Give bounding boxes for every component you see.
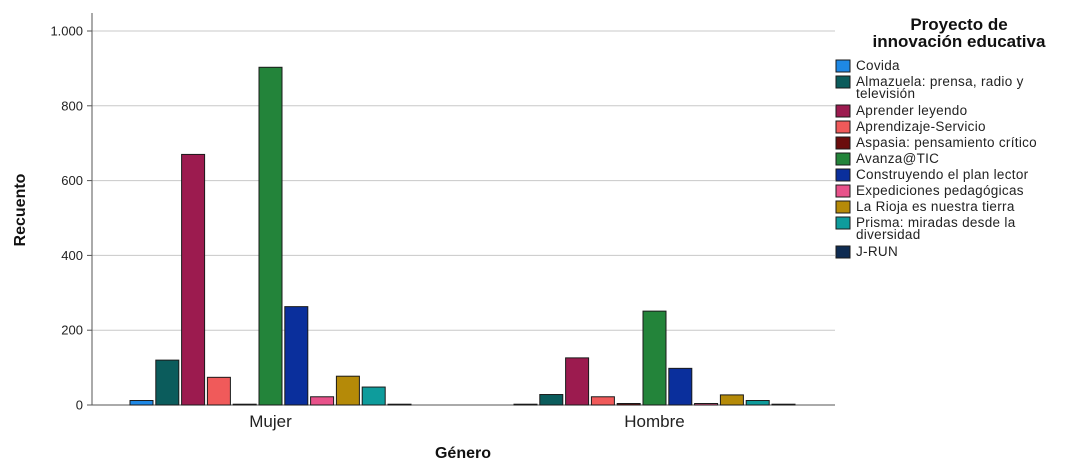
legend-label: diversidad: [856, 227, 921, 242]
legend-label: Construyendo el plan lector: [856, 167, 1029, 182]
bar: [590, 396, 615, 406]
legend-title: innovación educativa: [873, 32, 1046, 51]
x-axis-title: Género: [435, 445, 491, 460]
bar: [387, 403, 412, 406]
bar: [232, 403, 257, 406]
legend-label: J-RUN: [856, 244, 898, 259]
legend-swatch: [835, 136, 851, 150]
legend-swatch: [835, 216, 851, 230]
legend-swatch: [835, 184, 851, 198]
bar: [694, 403, 719, 406]
legend-label: televisión: [856, 86, 915, 101]
bar: [565, 357, 590, 406]
legend-label: Aprender leyendo: [856, 103, 967, 118]
legend-swatch: [835, 75, 851, 89]
legend-swatch: [835, 245, 851, 259]
bar: [129, 400, 154, 406]
bar: [155, 359, 180, 406]
bar: [539, 394, 564, 406]
legend-swatch: [835, 104, 851, 118]
legend-label: La Rioja es nuestra tierra: [856, 199, 1015, 214]
legend-label: Avanza@TIC: [856, 151, 939, 166]
legend-swatch: [835, 120, 851, 134]
bar: [258, 66, 283, 406]
bar: [771, 403, 796, 406]
y-axis-title: Recuento: [12, 173, 29, 246]
bar: [284, 306, 309, 406]
legend-label: Aspasia: pensamiento crítico: [856, 135, 1037, 150]
bar: [361, 386, 386, 406]
x-tick-label: Hombre: [624, 412, 684, 431]
legend-swatch: [835, 168, 851, 182]
bar: [513, 403, 538, 406]
bar: [668, 367, 693, 406]
legend-label: Prisma: miradas desde la: [856, 215, 1016, 230]
y-tick-label: 1.000: [50, 24, 83, 39]
bar: [719, 394, 744, 406]
bar: [616, 403, 641, 406]
bar: [745, 400, 770, 406]
bar: [181, 153, 206, 406]
legend-swatch: [835, 152, 851, 166]
legend-label: Expediciones pedagógicas: [856, 183, 1024, 198]
legend-title: Proyecto de: [910, 15, 1007, 34]
y-tick-label: 600: [61, 173, 83, 188]
legend-label: Almazuela: prensa, radio y: [856, 74, 1024, 89]
y-tick-label: 0: [76, 398, 83, 413]
legend-label: Aprendizaje-Servicio: [856, 119, 986, 134]
y-tick-label: 800: [61, 98, 83, 113]
plot-area: 0 200 400 600 800 1.000 Mujer Hombre: [50, 13, 835, 431]
y-tick-label: 200: [61, 323, 83, 338]
legend-swatch: [835, 59, 851, 73]
bar: [310, 396, 335, 406]
legend-label: Covida: [856, 58, 900, 73]
bar: [335, 375, 360, 406]
legend-swatch: [835, 200, 851, 214]
y-tick-label: 400: [61, 248, 83, 263]
bar: [642, 310, 667, 406]
x-tick-label: Mujer: [249, 412, 292, 431]
bar: [206, 376, 231, 406]
